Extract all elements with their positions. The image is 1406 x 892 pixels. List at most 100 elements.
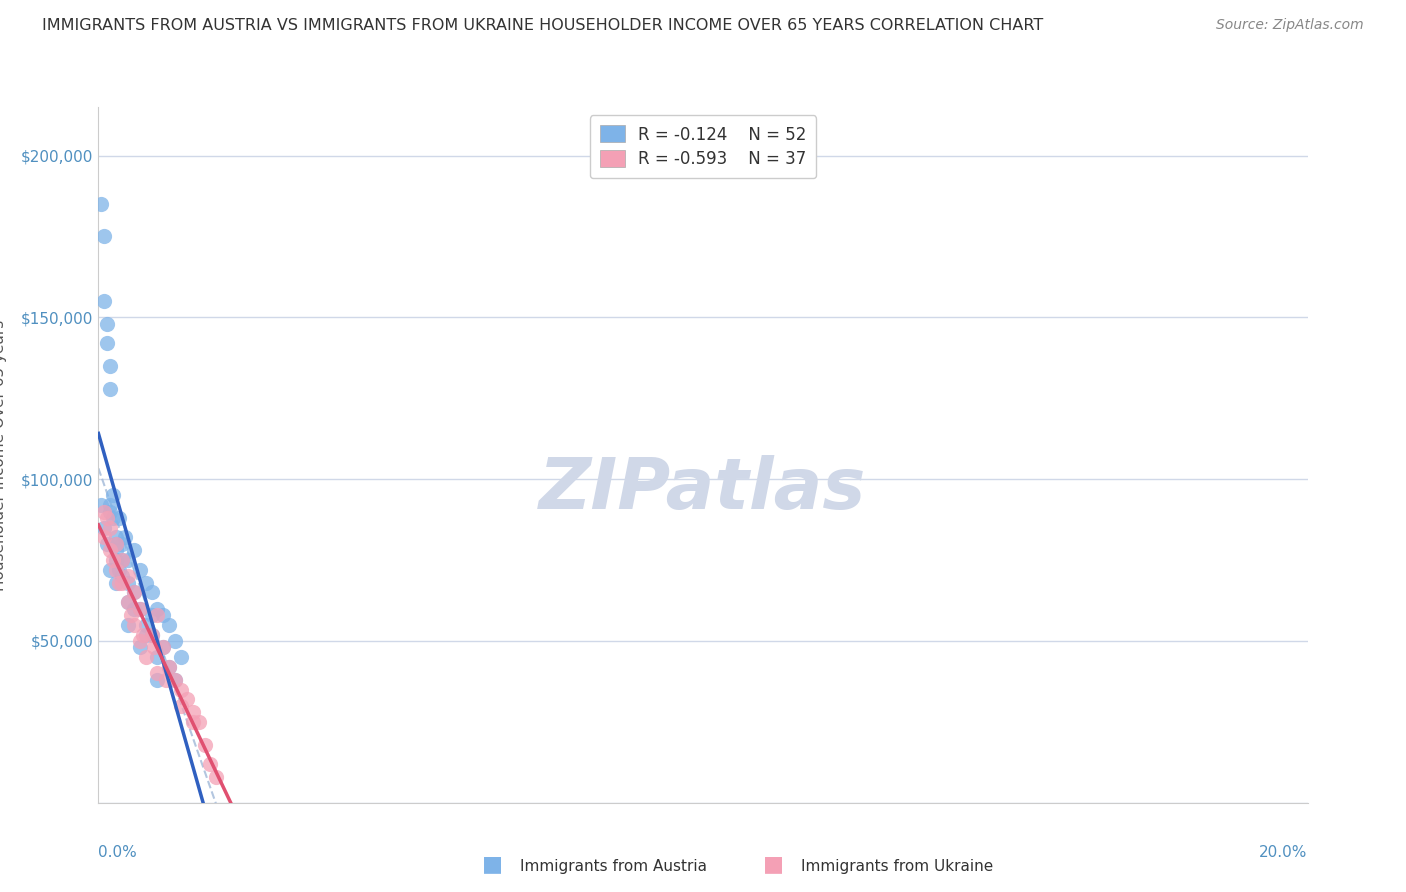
Point <box>98 498 121 512</box>
Point <box>105 537 128 551</box>
Point <box>128 640 150 655</box>
Point <box>117 575 139 590</box>
Point <box>105 575 128 590</box>
Point <box>93 504 115 518</box>
Point <box>122 585 145 599</box>
Point <box>111 553 134 567</box>
Point <box>181 705 204 719</box>
Point <box>108 563 131 577</box>
Point <box>187 714 209 729</box>
Point <box>135 650 157 665</box>
Point <box>98 382 121 396</box>
Point <box>146 666 169 681</box>
Text: Immigrants from Ukraine: Immigrants from Ukraine <box>801 859 994 874</box>
Point <box>165 673 187 687</box>
Point <box>131 627 153 641</box>
Point <box>165 634 187 648</box>
Point <box>141 608 163 623</box>
Point <box>117 569 139 583</box>
Point <box>155 673 177 687</box>
Text: ■: ■ <box>482 855 502 874</box>
Point <box>122 601 145 615</box>
Point <box>135 627 157 641</box>
Point <box>96 317 118 331</box>
Point <box>194 738 217 752</box>
Point <box>141 585 163 599</box>
Point <box>111 569 134 583</box>
Point <box>146 650 169 665</box>
Point <box>93 531 115 545</box>
Point <box>101 511 124 525</box>
Point <box>111 575 134 590</box>
Point <box>128 563 150 577</box>
Point <box>157 660 180 674</box>
Point <box>96 336 118 351</box>
Point <box>176 692 198 706</box>
Point <box>141 627 163 641</box>
Point <box>117 617 139 632</box>
Point <box>200 756 222 771</box>
Text: 0.0%: 0.0% <box>98 845 138 860</box>
Point <box>146 673 169 687</box>
Point <box>205 770 228 784</box>
Point <box>98 359 121 373</box>
Point <box>146 608 169 623</box>
Point <box>141 627 163 641</box>
Point <box>105 563 128 577</box>
Point <box>105 531 128 545</box>
Point <box>122 617 145 632</box>
Point <box>98 521 121 535</box>
Point <box>96 537 118 551</box>
Point <box>152 640 174 655</box>
Point <box>128 601 150 615</box>
Point <box>122 585 145 599</box>
Text: ■: ■ <box>763 855 783 874</box>
Point <box>135 617 157 632</box>
Point <box>170 650 193 665</box>
Point <box>120 608 142 623</box>
Point <box>170 698 193 713</box>
Point <box>105 537 128 551</box>
Point <box>143 640 166 655</box>
Point <box>90 197 112 211</box>
Point <box>101 488 124 502</box>
Point <box>108 511 131 525</box>
Point <box>170 682 193 697</box>
Text: 20.0%: 20.0% <box>1260 845 1308 860</box>
Y-axis label: Householder Income Over 65 years: Householder Income Over 65 years <box>0 319 7 591</box>
Point <box>128 601 150 615</box>
Point <box>117 595 139 609</box>
Text: ZIPatlas: ZIPatlas <box>540 455 866 524</box>
Point <box>128 634 150 648</box>
Point <box>111 537 134 551</box>
Text: Source: ZipAtlas.com: Source: ZipAtlas.com <box>1216 18 1364 32</box>
Point <box>101 553 124 567</box>
Point <box>117 595 139 609</box>
Point <box>90 498 112 512</box>
Point <box>157 660 180 674</box>
Point <box>96 511 118 525</box>
Point <box>152 608 174 623</box>
Point <box>152 640 174 655</box>
Point <box>93 294 115 309</box>
Text: IMMIGRANTS FROM AUSTRIA VS IMMIGRANTS FROM UKRAINE HOUSEHOLDER INCOME OVER 65 YE: IMMIGRANTS FROM AUSTRIA VS IMMIGRANTS FR… <box>42 18 1043 33</box>
Point <box>98 543 121 558</box>
Point <box>93 521 115 535</box>
Point <box>114 531 136 545</box>
Point <box>122 543 145 558</box>
Point <box>157 617 180 632</box>
Point <box>93 229 115 244</box>
Point <box>98 504 121 518</box>
Point <box>111 553 134 567</box>
Point <box>108 575 131 590</box>
Point <box>165 673 187 687</box>
Point <box>105 553 128 567</box>
Point <box>98 563 121 577</box>
Point <box>146 601 169 615</box>
Text: Immigrants from Austria: Immigrants from Austria <box>520 859 707 874</box>
Point <box>117 553 139 567</box>
Point <box>181 714 204 729</box>
Legend: R = -0.124    N = 52, R = -0.593    N = 37: R = -0.124 N = 52, R = -0.593 N = 37 <box>589 115 817 178</box>
Point <box>135 575 157 590</box>
Point <box>105 543 128 558</box>
